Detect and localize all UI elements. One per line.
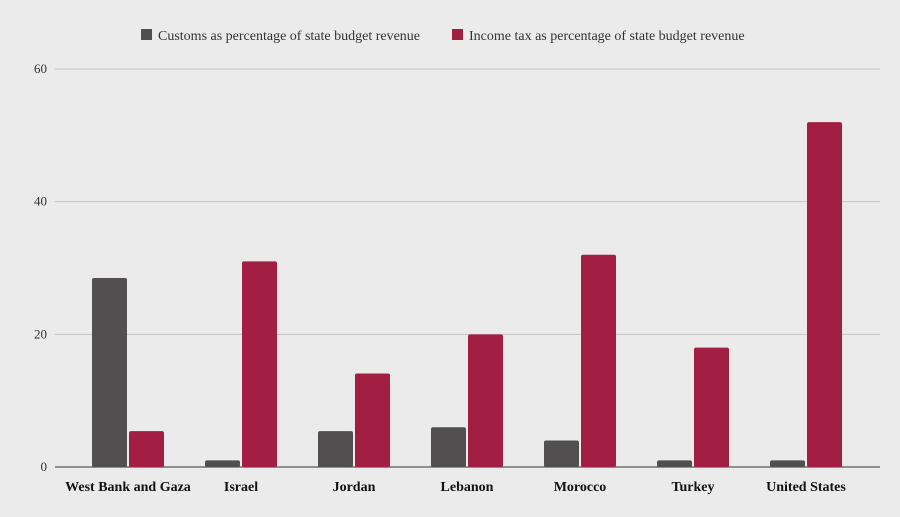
bar-income-tax	[129, 431, 164, 467]
y-tick-label: 40	[34, 194, 47, 209]
y-tick-label: 20	[34, 326, 47, 341]
bar-income-tax	[807, 122, 842, 468]
bar-customs	[770, 460, 805, 467]
bar-customs	[205, 460, 240, 467]
bar-customs	[431, 427, 466, 467]
x-tick-label: Turkey	[671, 480, 714, 495]
bar-customs	[318, 431, 353, 467]
x-tick-label: United States	[766, 480, 846, 495]
bar-customs	[544, 440, 579, 467]
legend-swatch-customs	[141, 29, 152, 40]
y-tick-label: 0	[41, 459, 48, 474]
legend-label-customs: Customs as percentage of state budget re…	[158, 29, 420, 44]
bar-customs	[92, 277, 127, 467]
bar-income-tax	[355, 373, 390, 467]
x-tick-label: Jordan	[333, 480, 376, 495]
x-tick-label: Lebanon	[441, 480, 494, 495]
bar-income-tax	[242, 261, 277, 467]
bar-customs	[657, 460, 692, 467]
legend: Customs as percentage of state budget re…	[141, 29, 745, 44]
legend-label-income-tax: Income tax as percentage of state budget…	[469, 29, 745, 44]
bar-income-tax	[694, 347, 729, 467]
y-tick-label: 60	[34, 61, 47, 76]
x-tick-label: Israel	[224, 480, 258, 495]
bar-income-tax	[581, 254, 616, 467]
bar-income-tax	[468, 334, 503, 467]
x-tick-label: Morocco	[554, 480, 607, 495]
legend-swatch-income-tax	[452, 29, 463, 40]
x-tick-label: West Bank and Gaza	[65, 480, 191, 495]
